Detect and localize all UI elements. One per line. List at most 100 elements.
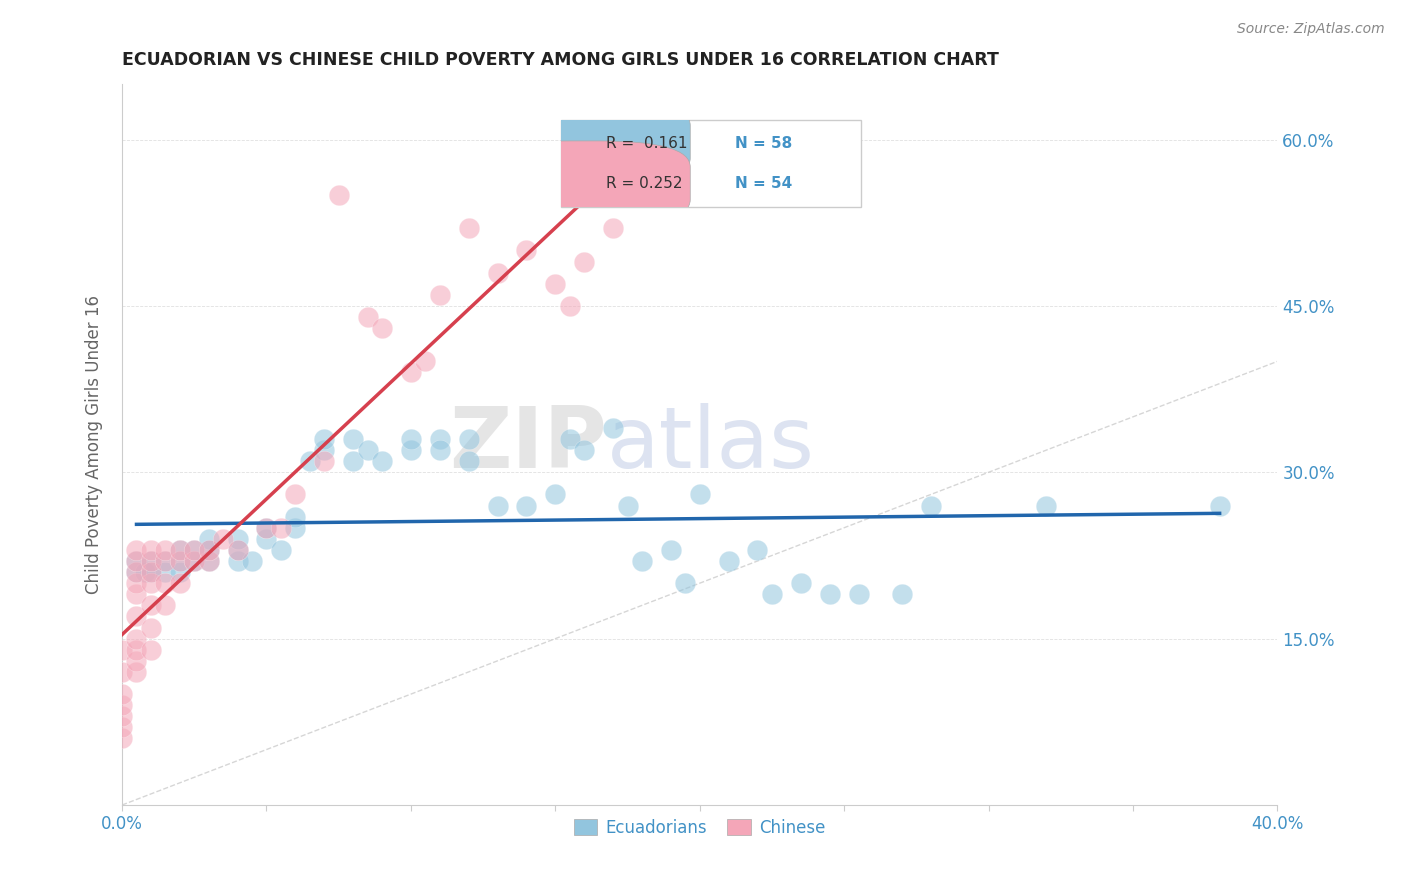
Point [125, 554, 148, 568]
Point [415, 354, 437, 368]
Point [371, 321, 394, 335]
Point [371, 454, 394, 468]
Point [183, 554, 205, 568]
Point [155, 543, 177, 558]
Point [155, 554, 177, 568]
Text: Source: ZipAtlas.com: Source: ZipAtlas.com [1237, 22, 1385, 37]
Point [125, 632, 148, 646]
Point [356, 310, 378, 324]
Point [226, 543, 249, 558]
Point [125, 642, 148, 657]
Point [134, 565, 156, 579]
Point [111, 687, 134, 701]
Point [197, 532, 219, 546]
Point [111, 665, 134, 679]
Point [169, 576, 191, 591]
Point [256, 521, 278, 535]
Point [818, 587, 841, 601]
Point [717, 554, 740, 568]
Point [747, 543, 769, 558]
Point [544, 277, 567, 291]
Point [544, 487, 567, 501]
Point [111, 642, 134, 657]
Point [111, 720, 134, 734]
Point [602, 421, 624, 435]
Point [689, 487, 711, 501]
Point [486, 266, 509, 280]
Point [139, 599, 162, 613]
Point [270, 543, 292, 558]
Point [139, 554, 162, 568]
Point [558, 432, 581, 446]
Point [515, 244, 537, 258]
Point [169, 554, 191, 568]
Point [125, 554, 148, 568]
Point [314, 443, 336, 458]
Point [226, 554, 249, 568]
Point [139, 642, 162, 657]
Point [284, 509, 307, 524]
Point [139, 565, 162, 579]
Point [284, 487, 307, 501]
Point [197, 543, 219, 558]
Point [139, 554, 162, 568]
Point [399, 432, 422, 446]
Point [125, 576, 148, 591]
Point [226, 532, 249, 546]
Point [515, 499, 537, 513]
Point [111, 698, 134, 713]
Point [298, 454, 321, 468]
Point [125, 587, 148, 601]
Point [920, 499, 942, 513]
Point [270, 521, 292, 535]
Text: atlas: atlas [607, 403, 815, 486]
Point [183, 543, 205, 558]
Point [155, 576, 177, 591]
Point [356, 443, 378, 458]
Point [125, 565, 148, 579]
Point [558, 299, 581, 313]
Point [139, 576, 162, 591]
Point [1035, 499, 1057, 513]
Point [429, 443, 451, 458]
Point [429, 288, 451, 302]
Point [457, 221, 479, 235]
Point [155, 565, 177, 579]
Point [848, 587, 870, 601]
Point [197, 554, 219, 568]
Point [602, 221, 624, 235]
Point [125, 654, 148, 668]
Point [169, 554, 191, 568]
Point [457, 454, 479, 468]
Point [314, 454, 336, 468]
Point [616, 499, 638, 513]
Point [125, 609, 148, 624]
Point [125, 665, 148, 679]
Point [342, 432, 364, 446]
Point [125, 565, 148, 579]
Text: ZIP: ZIP [450, 403, 607, 486]
Point [284, 521, 307, 535]
Point [790, 576, 813, 591]
Point [399, 443, 422, 458]
Point [139, 621, 162, 635]
Point [486, 499, 509, 513]
Point [139, 565, 162, 579]
Legend: Ecuadorians, Chinese: Ecuadorians, Chinese [568, 813, 832, 844]
Point [111, 731, 134, 746]
Point [342, 454, 364, 468]
Point [1208, 499, 1230, 513]
Point [256, 521, 278, 535]
Point [226, 543, 249, 558]
Point [572, 443, 595, 458]
Point [399, 366, 422, 380]
Point [155, 554, 177, 568]
Point [256, 532, 278, 546]
Point [212, 532, 235, 546]
Point [197, 554, 219, 568]
Point [673, 576, 696, 591]
Point [155, 599, 177, 613]
Point [631, 554, 654, 568]
Point [183, 554, 205, 568]
Point [328, 188, 350, 202]
